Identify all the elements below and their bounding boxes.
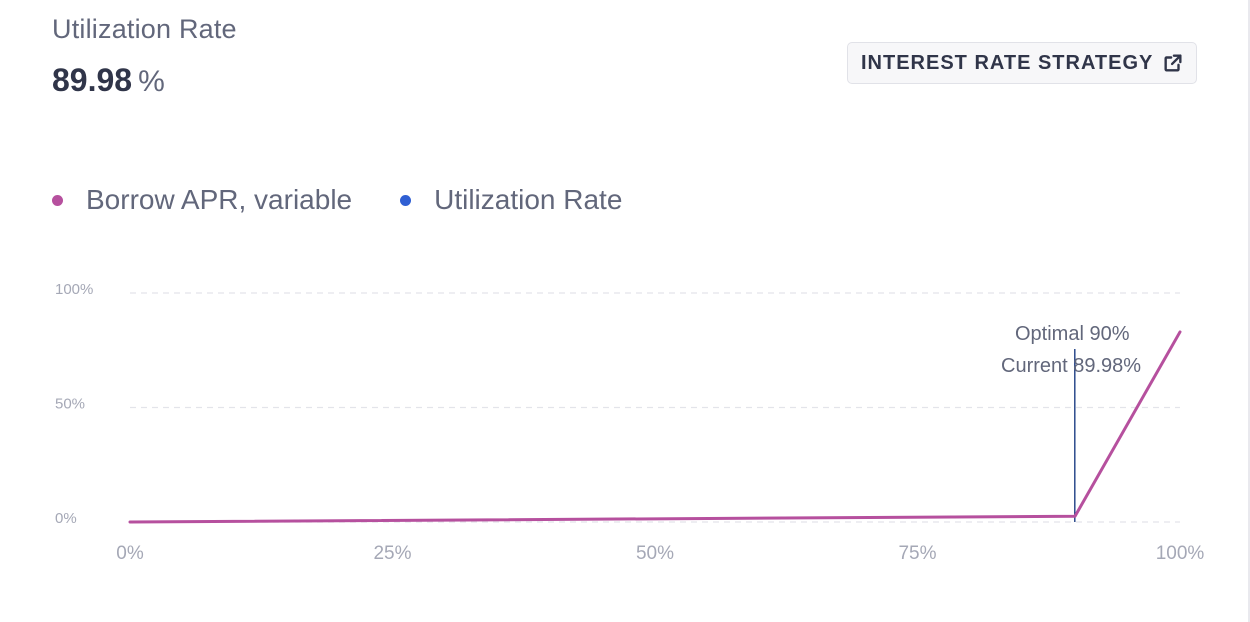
optimal-utilization-label: Optimal 90% bbox=[1015, 323, 1130, 345]
x-tick-label: 100% bbox=[1156, 543, 1205, 564]
legend-item-borrow-apr[interactable]: Borrow APR, variable bbox=[52, 184, 352, 216]
legend-dot-utilization-rate bbox=[400, 194, 412, 206]
legend-item-utilization-rate[interactable]: Utilization Rate bbox=[400, 184, 622, 216]
series-lines bbox=[128, 330, 1182, 524]
x-tick-label: 50% bbox=[636, 543, 674, 564]
external-link-icon bbox=[1164, 54, 1182, 72]
y-tick-label: 100% bbox=[55, 281, 93, 298]
legend-label-borrow-apr: Borrow APR, variable bbox=[86, 184, 353, 215]
utilization-rate-number: 89.98 bbox=[52, 62, 133, 98]
current-utilization-label: Current 89.98% bbox=[1001, 355, 1141, 377]
x-tick-label: 25% bbox=[373, 543, 411, 564]
chart-legend: Borrow APR, variable Utilization Rate bbox=[52, 184, 670, 216]
card-border bbox=[1248, 0, 1250, 622]
x-tick-label: 75% bbox=[898, 543, 936, 564]
utilization-markers: Optimal 90% Current 89.98% bbox=[1001, 323, 1141, 522]
utilization-rate-value: 89.98% bbox=[52, 62, 165, 99]
legend-dot-borrow-apr bbox=[52, 194, 63, 206]
utilization-rate-label: Utilization Rate bbox=[52, 14, 237, 44]
legend-label-utilization-rate: Utilization Rate bbox=[434, 184, 623, 215]
x-axis-ticks: 0% 25% 50% 75% 100% bbox=[116, 543, 1204, 564]
borrow-apr-line bbox=[128, 330, 1182, 524]
interest-rate-strategy-label: INTEREST RATE STRATEGY bbox=[861, 51, 1154, 74]
utilization-rate-unit: % bbox=[138, 65, 165, 98]
interest-rate-strategy-button[interactable]: INTEREST RATE STRATEGY bbox=[847, 42, 1197, 84]
y-axis-ticks: 0% 50% 100% bbox=[55, 281, 93, 527]
y-tick-label: 50% bbox=[55, 396, 85, 413]
y-tick-label: 0% bbox=[55, 510, 77, 527]
grid-lines bbox=[130, 292, 1180, 523]
x-tick-label: 0% bbox=[116, 543, 144, 564]
